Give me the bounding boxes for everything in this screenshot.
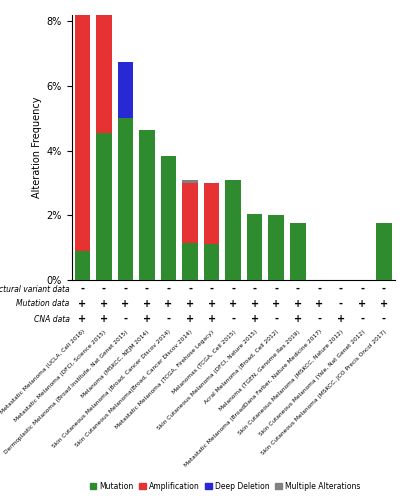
Text: -: -	[317, 284, 321, 294]
Text: +: +	[337, 314, 345, 324]
Text: +: +	[100, 299, 108, 309]
Text: Skin Cutaneous Melanoma (MSKCC, JCO Precis Oncol 2017): Skin Cutaneous Melanoma (MSKCC, JCO Prec…	[261, 329, 387, 456]
Text: +: +	[186, 299, 194, 309]
Text: -: -	[296, 284, 300, 294]
Text: +: +	[100, 314, 108, 324]
Bar	[74, 251, 90, 280]
Text: -: -	[274, 314, 278, 324]
Text: Acral Melanoma (Broad, Cell 2012): Acral Melanoma (Broad, Cell 2012)	[204, 329, 280, 405]
Text: -: -	[253, 284, 257, 294]
Text: CNA data: CNA data	[34, 314, 70, 324]
Text: +: +	[272, 299, 280, 309]
Bar	[182, 243, 198, 280]
Text: -: -	[102, 284, 106, 294]
Text: +: +	[143, 314, 151, 324]
Text: Melanoma (TGEN, Genome Res 2019): Melanoma (TGEN, Genome Res 2019)	[219, 329, 301, 411]
Text: +: +	[186, 314, 194, 324]
Bar	[96, 0, 112, 133]
Text: +: +	[294, 314, 302, 324]
Legend: Mutation, Amplification, Deep Deletion, Multiple Alterations: Mutation, Amplification, Deep Deletion, …	[87, 478, 363, 494]
Text: +: +	[164, 299, 173, 309]
Text: +: +	[315, 299, 324, 309]
Text: Skin Cutaneous Melanoma(Broad, Cancer Discov 2014): Skin Cutaneous Melanoma(Broad, Cancer Di…	[75, 329, 193, 448]
Bar	[182, 180, 198, 183]
Text: -: -	[317, 314, 321, 324]
Text: +: +	[207, 314, 216, 324]
Text: -: -	[231, 284, 235, 294]
Text: +: +	[380, 299, 388, 309]
Text: +: +	[229, 299, 237, 309]
Y-axis label: Alteration Frequency: Alteration Frequency	[32, 97, 42, 198]
Text: Metastatic Melanoma (BroadDana Farber, Nature Medicine 2017): Metastatic Melanoma (BroadDana Farber, N…	[183, 329, 323, 468]
Bar	[161, 156, 176, 280]
Text: -: -	[124, 284, 128, 294]
Bar	[74, 0, 90, 251]
Text: Skin Cutaneous Melanoma (Yale, Nat Genet 2012): Skin Cutaneous Melanoma (Yale, Nat Genet…	[258, 329, 366, 437]
Text: +: +	[78, 314, 86, 324]
Text: -: -	[382, 314, 386, 324]
Text: Dermoplastic Melanoma (Broad Institute, Nat Genet 2015): Dermoplastic Melanoma (Broad Institute, …	[3, 329, 129, 454]
Text: Metastatic Melanoma (UCLA, Cell 2016): Metastatic Melanoma (UCLA, Cell 2016)	[0, 329, 86, 416]
Text: Structural variant data: Structural variant data	[0, 284, 70, 294]
Text: -: -	[188, 284, 192, 294]
Text: +: +	[358, 299, 366, 309]
Text: +: +	[251, 314, 259, 324]
Bar	[96, 133, 112, 280]
Text: Metastatic Melanoma (DFCI, Science 2015): Metastatic Melanoma (DFCI, Science 2015)	[14, 329, 108, 422]
Bar	[290, 224, 306, 280]
Text: Skin Cutaneous Melanoma (MSKCC, Nature 2012): Skin Cutaneous Melanoma (MSKCC, Nature 2…	[237, 329, 344, 436]
Bar	[247, 214, 263, 280]
Text: -: -	[360, 314, 364, 324]
Text: -: -	[339, 299, 343, 309]
Text: +: +	[78, 299, 86, 309]
Text: -: -	[382, 284, 386, 294]
Bar	[268, 216, 284, 280]
Text: -: -	[274, 284, 278, 294]
Text: +: +	[294, 299, 302, 309]
Bar	[139, 130, 155, 280]
Text: -: -	[231, 314, 235, 324]
Text: -: -	[80, 284, 84, 294]
Text: -: -	[339, 284, 343, 294]
Bar	[225, 180, 241, 280]
Text: +: +	[143, 299, 151, 309]
Text: +: +	[121, 299, 130, 309]
Text: -: -	[166, 284, 171, 294]
Text: Metastatic Melanoma (TCGA, Firehose Legacy): Metastatic Melanoma (TCGA, Firehose Lega…	[115, 329, 215, 430]
Text: -: -	[360, 284, 364, 294]
Bar	[182, 183, 198, 243]
Text: Mutation data: Mutation data	[16, 300, 70, 308]
Text: -: -	[124, 314, 128, 324]
Bar	[118, 62, 133, 118]
Text: -: -	[166, 314, 171, 324]
Bar	[204, 183, 219, 244]
Text: +: +	[251, 299, 259, 309]
Text: Skin Cutaneous Melanoma (Broad, Cancer Discov 2014): Skin Cutaneous Melanoma (Broad, Cancer D…	[52, 329, 172, 449]
Text: Melanomas (TCGA, Cell 2015): Melanomas (TCGA, Cell 2015)	[171, 329, 237, 394]
Text: -: -	[145, 284, 149, 294]
Bar	[376, 224, 392, 280]
Text: -: -	[209, 284, 213, 294]
Bar	[204, 244, 219, 280]
Bar	[118, 118, 133, 280]
Text: Skin Cutaneous Melanoma (DFCI, Nature 2015): Skin Cutaneous Melanoma (DFCI, Nature 20…	[156, 329, 258, 431]
Text: +: +	[207, 299, 216, 309]
Text: Melanoma (MSKCC, NEJM 2014): Melanoma (MSKCC, NEJM 2014)	[81, 329, 151, 398]
